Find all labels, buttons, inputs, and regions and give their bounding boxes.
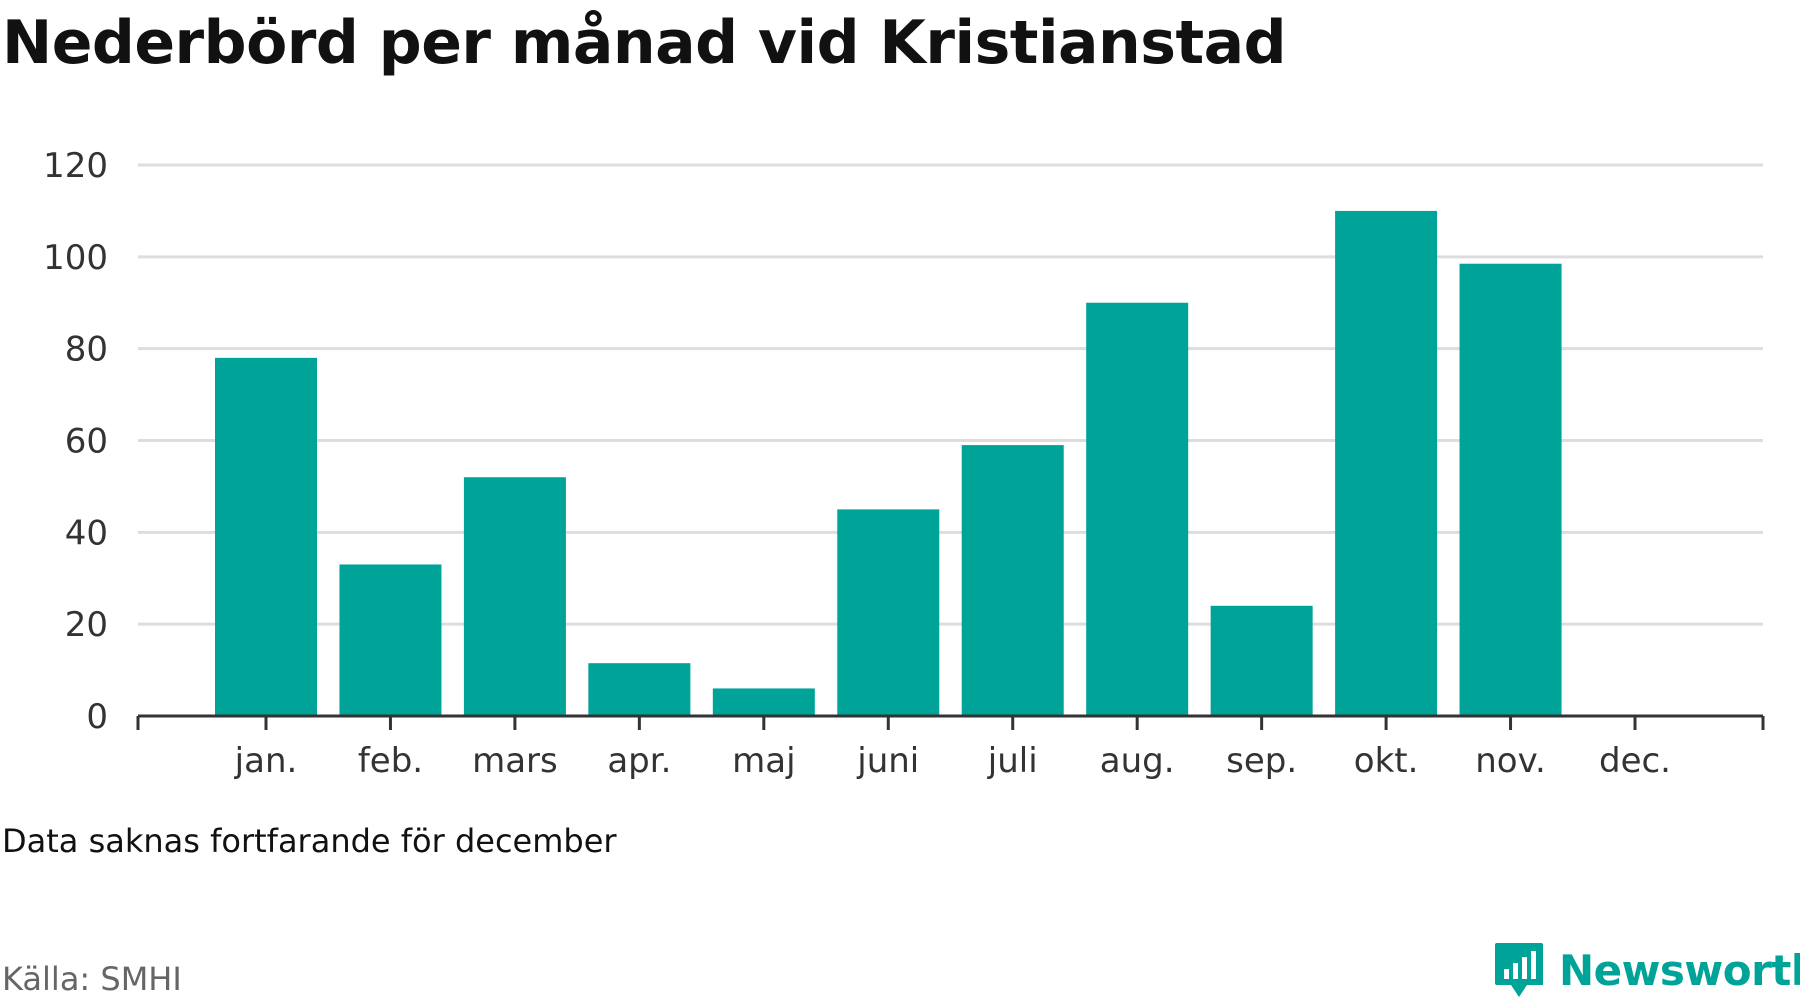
y-tick-label-100: 100 [43,238,108,278]
bar-nov [1459,263,1562,716]
bar-aug [1086,302,1189,716]
bar-apr [588,663,691,716]
bar-maj [712,688,815,716]
source-label: Källa: SMHI [2,960,182,998]
x-axis-tick-labels: jan. feb. mars apr. maj juni juli aug. sep. okt. n… [234,741,1671,781]
y-tick-label-40: 40 [65,513,108,553]
bar-chart-speech-bubble-icon [1495,943,1543,997]
chart-note: Data saknas fortfarande för december [2,822,617,860]
x-tick-label-maj: maj [732,741,795,781]
y-tick-label-60: 60 [65,422,108,462]
y-tick-label-20: 20 [65,605,108,645]
bars [215,210,1562,716]
x-axis [136,714,1765,730]
bar-juni [837,509,940,716]
x-tick-label-jan: jan. [234,741,298,781]
bar-feb [339,564,442,716]
x-tick-label-juni: juni [856,741,919,781]
x-tick-label-apr: apr. [607,741,671,781]
x-tick-label-aug: aug. [1100,741,1175,781]
x-tick-label-nov: nov. [1475,741,1546,781]
bar-mars [463,477,566,716]
y-tick-label-0: 0 [86,697,108,737]
bar-okt [1335,210,1438,716]
y-tick-label-80: 80 [65,330,108,370]
x-tick-label-mars: mars [472,741,558,781]
bar-jan [215,357,317,716]
bar-sep [1210,605,1313,716]
x-tick-label-juli: juli [987,741,1038,781]
brand-logo: Newsworthy [1493,940,1800,1000]
brand-name: Newsworthy [1559,945,1800,995]
x-tick-label-sep: sep. [1226,741,1297,781]
x-tick-label-feb: feb. [358,741,423,781]
y-axis-tick-labels: 0 20 40 60 80 100 120 [43,146,108,737]
x-tick-label-okt: okt. [1354,741,1419,781]
x-tick-label-dec: dec. [1599,741,1671,781]
bar-juli [961,445,1064,716]
chart-title: Nederbörd per månad vid Kristianstad [2,8,1287,78]
y-tick-label-120: 120 [43,146,108,186]
